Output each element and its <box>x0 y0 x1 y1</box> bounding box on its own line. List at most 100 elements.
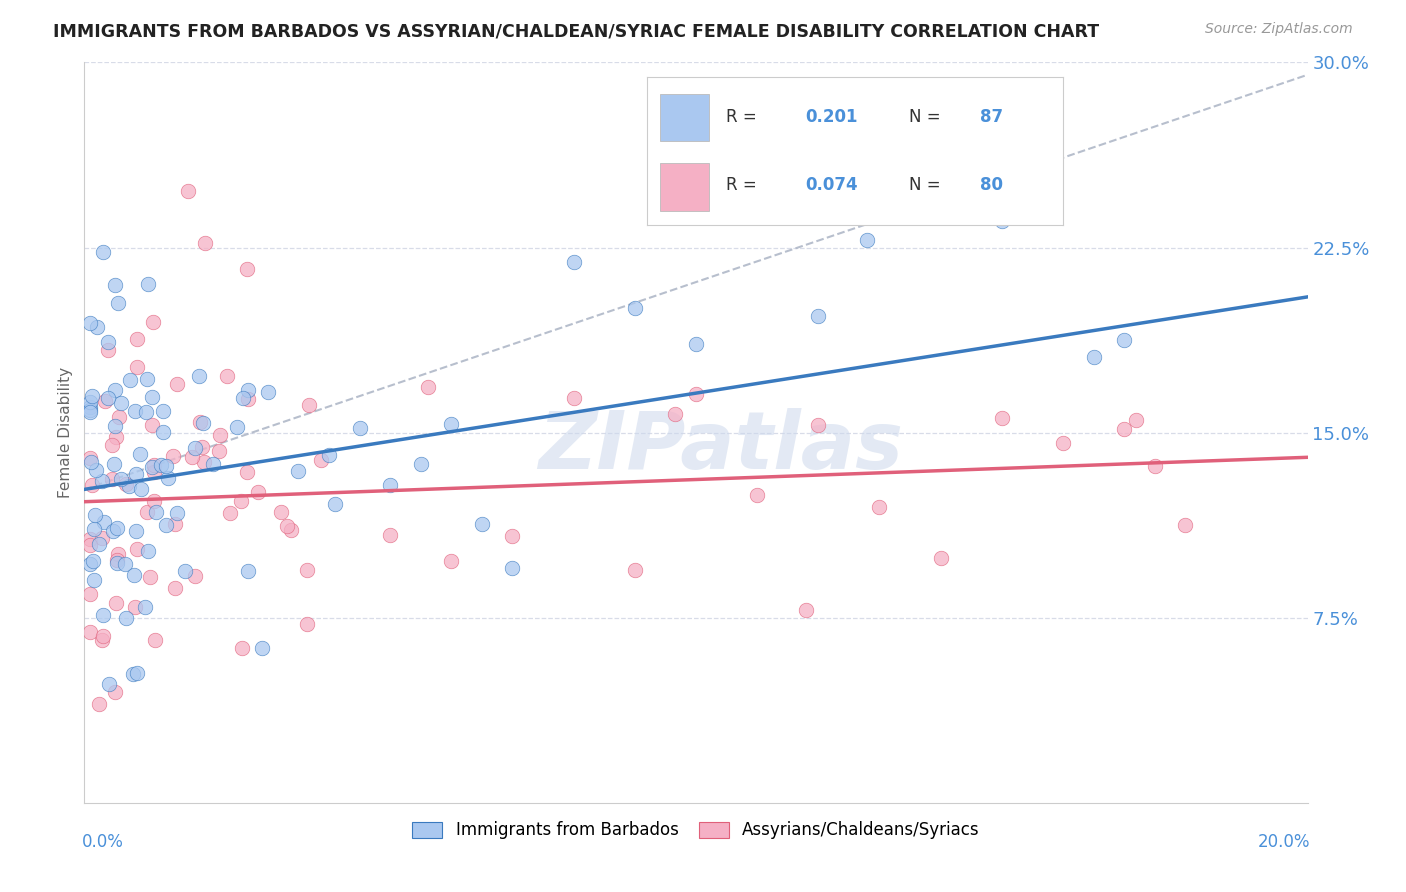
Legend: Immigrants from Barbados, Assyrians/Chaldeans/Syriacs: Immigrants from Barbados, Assyrians/Chal… <box>404 814 988 847</box>
Point <box>181 450 204 465</box>
Point <box>79 451 101 466</box>
Point <box>276 518 298 533</box>
Point <box>135 405 157 419</box>
Point <box>991 214 1014 228</box>
Point <box>149 458 172 473</box>
Point <box>1114 333 1136 347</box>
Point <box>1125 413 1147 427</box>
Point <box>409 457 432 471</box>
Point <box>856 233 879 247</box>
Point <box>236 564 259 578</box>
Point <box>107 296 129 310</box>
Point <box>79 395 101 409</box>
Point <box>82 389 104 403</box>
Point <box>142 315 165 329</box>
Point <box>141 417 163 432</box>
Point <box>231 640 253 655</box>
Point <box>1174 518 1197 533</box>
Point <box>229 493 252 508</box>
Point <box>143 632 166 647</box>
Point <box>97 677 120 691</box>
Point <box>323 497 346 511</box>
Point <box>155 518 177 533</box>
Point <box>79 533 101 547</box>
Point <box>235 465 257 479</box>
Point <box>162 449 184 463</box>
Point <box>107 547 129 561</box>
Point <box>89 697 111 711</box>
Point <box>83 508 105 522</box>
Point <box>747 488 769 502</box>
Point <box>79 405 101 419</box>
Point <box>136 372 159 386</box>
Point <box>91 629 114 643</box>
Point <box>104 685 127 699</box>
Point <box>380 528 402 542</box>
Point <box>105 553 128 567</box>
Text: Source: ZipAtlas.com: Source: ZipAtlas.com <box>1205 22 1353 37</box>
Point <box>562 255 585 269</box>
Point <box>471 516 494 531</box>
Point <box>103 457 125 471</box>
Point <box>624 563 647 577</box>
Y-axis label: Female Disability: Female Disability <box>58 367 73 499</box>
Point <box>562 391 585 405</box>
Point <box>929 550 952 565</box>
Point <box>110 395 132 409</box>
Point <box>191 417 214 431</box>
Point <box>794 603 817 617</box>
Point <box>624 301 647 315</box>
Point <box>104 596 127 610</box>
Point <box>97 343 120 358</box>
Point <box>91 531 114 545</box>
Text: 0.0%: 0.0% <box>82 833 124 851</box>
Point <box>143 458 166 473</box>
Point <box>125 332 148 346</box>
Point <box>156 471 179 485</box>
Point <box>270 505 292 519</box>
Point <box>155 459 177 474</box>
Point <box>250 640 273 655</box>
Point <box>257 384 280 399</box>
Point <box>93 516 115 530</box>
Point <box>232 392 254 406</box>
Point <box>101 472 124 486</box>
Point <box>152 425 174 439</box>
Point <box>165 516 187 531</box>
Point <box>97 391 120 405</box>
Point <box>193 455 215 469</box>
Point <box>125 467 148 482</box>
Point <box>440 417 463 432</box>
Point <box>416 380 439 394</box>
Point <box>110 472 132 486</box>
Point <box>202 458 225 472</box>
Point <box>118 479 141 493</box>
Point <box>218 506 240 520</box>
Point <box>138 544 160 558</box>
Point <box>124 404 146 418</box>
Point <box>83 574 105 588</box>
Point <box>502 529 524 543</box>
Point <box>188 415 211 429</box>
Point <box>191 440 214 454</box>
Point <box>1143 458 1166 473</box>
Point <box>129 483 152 497</box>
Point <box>236 261 259 276</box>
Text: ZIPatlas: ZIPatlas <box>538 409 903 486</box>
Point <box>108 409 131 424</box>
Point <box>295 616 318 631</box>
Point <box>96 334 118 349</box>
Point <box>86 319 108 334</box>
Point <box>105 430 128 444</box>
Point <box>104 419 127 434</box>
Point <box>236 383 259 397</box>
Point <box>91 607 114 622</box>
Point <box>90 474 112 488</box>
Point <box>128 447 150 461</box>
Point <box>101 438 124 452</box>
Point <box>238 392 260 406</box>
Point <box>869 500 891 515</box>
Point <box>380 478 402 492</box>
Point <box>142 493 165 508</box>
Point <box>685 336 707 351</box>
